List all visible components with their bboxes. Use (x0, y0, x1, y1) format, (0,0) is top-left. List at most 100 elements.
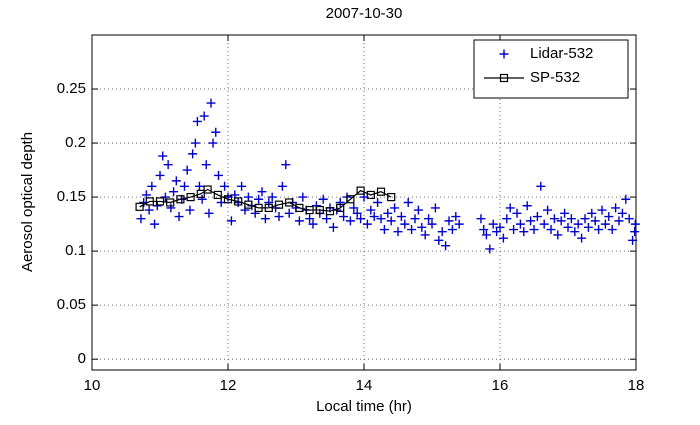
data-point (400, 219, 410, 229)
data-point (479, 225, 489, 235)
data-point (336, 203, 345, 213)
data-point (417, 222, 427, 232)
data-point (577, 233, 587, 243)
data-point (345, 216, 355, 226)
data-point (352, 208, 362, 218)
data-point (166, 198, 175, 207)
data-point (150, 219, 160, 229)
data-point (144, 205, 154, 215)
data-point (213, 170, 223, 180)
data-point (386, 216, 396, 226)
data-point (437, 227, 447, 237)
y-tick-label: 0.05 (57, 296, 86, 313)
legend: Lidar-532 SP-532 (473, 39, 629, 99)
data-point (387, 192, 396, 202)
data-point (346, 195, 355, 204)
data-point (185, 205, 195, 215)
data-point (220, 181, 230, 191)
data-point (147, 181, 157, 191)
data-point (403, 198, 413, 207)
data-point (226, 216, 236, 226)
data-point (390, 203, 400, 213)
data-point (495, 222, 505, 232)
data-point (628, 235, 638, 245)
data-point (208, 138, 218, 148)
data-point (444, 216, 454, 226)
data-point (566, 214, 576, 224)
data-point (563, 222, 573, 232)
data-point (315, 205, 324, 215)
data-point (580, 214, 590, 224)
data-point (318, 194, 328, 204)
data-point (373, 198, 383, 207)
data-point (553, 230, 563, 240)
data-point (447, 225, 457, 235)
data-point (604, 212, 614, 222)
data-point (430, 203, 440, 213)
data-point (630, 227, 640, 237)
data-point (234, 197, 243, 206)
data-point (182, 165, 192, 175)
data-point (237, 181, 247, 191)
data-point (179, 181, 189, 191)
y-axis-label: Aerosol optical depth (19, 132, 36, 272)
data-point (197, 194, 207, 204)
data-point (624, 214, 634, 224)
legend-box (473, 39, 629, 99)
data-point (424, 214, 434, 224)
data-point (614, 216, 624, 226)
data-point (369, 212, 379, 222)
data-point (441, 241, 451, 251)
data-point (546, 225, 556, 235)
x-tick-label: 12 (220, 377, 237, 394)
data-point (192, 116, 202, 126)
data-point (194, 181, 204, 191)
data-point (485, 244, 495, 254)
data-point (260, 214, 270, 224)
data-point (135, 202, 144, 211)
data-point (597, 205, 607, 215)
data-point (174, 212, 184, 222)
data-point (190, 138, 200, 148)
data-point (476, 214, 486, 224)
data-point (393, 227, 403, 237)
data-point (356, 214, 366, 224)
data-point (498, 233, 508, 243)
data-point (607, 225, 617, 235)
data-point (166, 203, 176, 213)
y-tick-label: 0.15 (57, 188, 86, 205)
data-point (349, 203, 359, 213)
data-point (158, 151, 168, 161)
data-point (155, 170, 165, 180)
legend-label: SP-532 (530, 69, 580, 86)
data-point (328, 222, 338, 232)
y-tick-label: 0.25 (57, 80, 86, 97)
data-point (556, 216, 566, 226)
data-point (383, 208, 393, 218)
data-point (434, 235, 444, 245)
data-point (325, 207, 335, 216)
data-point (176, 195, 185, 204)
data-point (277, 181, 287, 191)
data-point (285, 198, 294, 207)
data-point (335, 198, 345, 207)
axes-box (91, 34, 637, 371)
data-point (488, 219, 498, 229)
x-tick-label: 18 (628, 377, 645, 394)
data-point (611, 203, 621, 213)
data-point (590, 216, 600, 226)
data-point (254, 203, 263, 213)
data-point (515, 219, 525, 229)
data-point (163, 160, 173, 170)
data-point (211, 127, 221, 137)
data-point (529, 225, 539, 235)
data-point (526, 216, 536, 226)
data-point (171, 176, 181, 186)
data-point (509, 225, 519, 235)
data-point (294, 216, 304, 226)
data-point (223, 195, 233, 204)
data-point (454, 219, 464, 229)
data-point (188, 149, 198, 159)
data-point (257, 187, 267, 197)
